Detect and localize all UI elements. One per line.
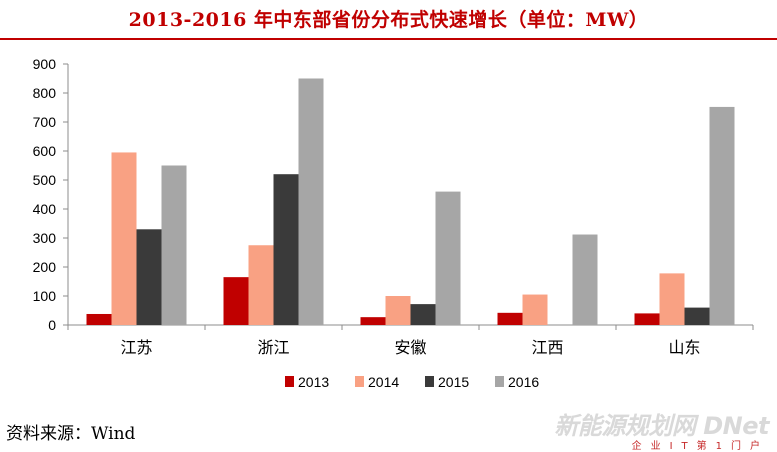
bar-2014 <box>659 273 685 325</box>
watermark-logo: 新能源规划网 DNet 企业IT第1门户 <box>554 406 769 452</box>
y-tick-label: 100 <box>33 288 57 304</box>
y-tick-label: 700 <box>33 114 57 130</box>
y-tick-label: 600 <box>33 143 57 159</box>
x-tick-label: 江苏 <box>120 338 152 357</box>
legend-swatch <box>495 376 504 387</box>
x-tick-label: 江西 <box>531 338 563 357</box>
y-tick-label: 800 <box>33 85 57 101</box>
bar-2016 <box>572 234 598 325</box>
bar-2016 <box>435 191 461 325</box>
legend-label: 2016 <box>508 374 539 390</box>
title-divider <box>0 38 777 40</box>
x-tick-label: 山东 <box>668 338 700 357</box>
bar-2015 <box>136 229 162 325</box>
x-tick-label: 浙江 <box>257 338 289 357</box>
bar-2016 <box>161 165 187 325</box>
data-source: 资料来源：Wind <box>6 424 136 444</box>
bar-2013 <box>223 277 249 325</box>
chart-title: 2013-2016 年中东部省份分布式快速增长（单位：MW） <box>128 9 649 31</box>
y-tick-label: 900 <box>33 56 57 72</box>
chart-bars <box>86 78 735 325</box>
y-tick-label: 300 <box>33 230 57 246</box>
y-tick-label: 200 <box>33 259 57 275</box>
bar-2015 <box>410 304 436 325</box>
bar-2013 <box>86 313 112 325</box>
y-axis-labels: 0 100 200 300 400 500 600 700 800 900 <box>33 56 57 333</box>
bar-2013 <box>634 313 660 325</box>
x-tick-label: 安徽 <box>394 338 426 357</box>
bar-2013 <box>360 317 386 325</box>
bar-2016 <box>709 106 735 325</box>
bar-2014 <box>111 152 137 325</box>
bar-chart: 江苏 浙江 安徽 江西 山东 0100200300400500600700800900 … <box>33 56 754 390</box>
bar-2016 <box>298 78 324 325</box>
legend-label: 2013 <box>298 374 329 390</box>
y-tick-label: 500 <box>33 172 57 188</box>
chart-legend: 2013 2014 2015 2016 <box>285 374 539 390</box>
bar-2014 <box>248 245 274 325</box>
legend-label: 2015 <box>438 374 469 390</box>
bar-2015 <box>273 174 299 325</box>
watermark-text: 新能源规划网 DNet <box>554 412 769 440</box>
bar-2015 <box>684 307 710 325</box>
legend-swatch <box>285 376 294 387</box>
bar-2014 <box>385 296 411 325</box>
legend-swatch <box>355 376 364 387</box>
x-axis-labels: 江苏 浙江 安徽 江西 山东 <box>120 338 700 357</box>
bar-2013 <box>497 312 523 325</box>
bar-2014 <box>522 294 548 325</box>
legend-label: 2014 <box>368 374 399 390</box>
y-tick-label: 400 <box>33 201 57 217</box>
y-tick-label: 0 <box>48 317 56 333</box>
legend-swatch <box>425 376 434 387</box>
